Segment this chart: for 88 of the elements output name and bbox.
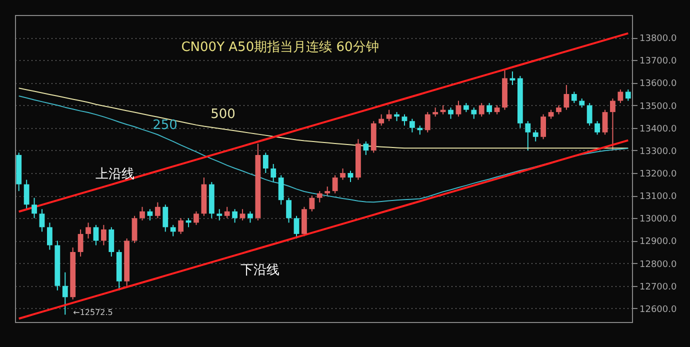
line-series (18, 139, 630, 320)
line-series (18, 96, 629, 203)
candlestick (100, 224, 106, 246)
candlestick (386, 109, 392, 122)
candlestick (294, 215, 300, 239)
candlestick (162, 204, 168, 232)
line-series (18, 88, 629, 149)
candlestick (417, 125, 423, 136)
annotation: 500 (210, 107, 236, 122)
annotation: 250 (152, 118, 178, 133)
annotation: ←12572.5 (73, 308, 113, 317)
candlestick (86, 222, 91, 239)
candlestick (178, 218, 184, 234)
candlestick (62, 272, 68, 316)
candlestick (348, 170, 354, 183)
candlestick (224, 206, 230, 219)
text: CN00Y A50期指当月连续 60分钟 (181, 40, 379, 55)
candlestick (170, 224, 176, 237)
candlestick (394, 112, 400, 122)
candlestick (216, 208, 222, 221)
y-tick-label: 13600.0 (640, 79, 677, 90)
candlestick (494, 104, 500, 115)
candlestick (147, 208, 153, 221)
candlestick (448, 107, 454, 120)
annotation: 下沿线 (240, 263, 280, 278)
candlestick (154, 202, 160, 219)
candlestick (140, 206, 145, 221)
candlestick (39, 208, 45, 232)
candlestick (594, 120, 600, 136)
candlestick (378, 114, 384, 126)
candlestick (194, 210, 199, 226)
y-tick-label: 13800.0 (640, 34, 677, 44)
candlestick (579, 98, 585, 108)
candlestick (571, 91, 577, 104)
line-series (18, 32, 630, 213)
candlestick (548, 109, 554, 120)
candlestick (32, 197, 37, 219)
candlestick (286, 197, 292, 224)
y-tick-label: 13100.0 (640, 192, 677, 202)
candlestick (316, 190, 322, 203)
candlestick (278, 174, 284, 206)
candlestick (232, 208, 238, 224)
y-tick-label: 13400.0 (640, 124, 677, 134)
candlestick (340, 168, 346, 180)
candlestick (262, 152, 268, 174)
candlestick (108, 226, 114, 258)
candlestick (424, 112, 430, 133)
candlestick (248, 210, 253, 224)
candlestick (456, 100, 462, 118)
candlestick (525, 120, 531, 151)
candlestick (510, 70, 516, 86)
candlestick (586, 102, 592, 126)
y-tick-label: 13500.0 (640, 102, 677, 112)
candlestick (409, 118, 415, 133)
y-tick-label: 12600.0 (640, 304, 677, 315)
candlestick (486, 102, 492, 115)
candlestick (556, 104, 562, 115)
candlestick (363, 140, 369, 156)
y-tick-label: 13300.0 (640, 146, 677, 157)
candlestick (471, 107, 477, 120)
y-tick-label: 12700.0 (640, 282, 677, 292)
candlestick (332, 174, 338, 194)
annotation: 上沿线 (96, 167, 134, 182)
y-tick-label: 13700.0 (640, 56, 677, 67)
candlestick (463, 102, 469, 113)
candlestick (564, 84, 570, 110)
y-tick-label: 13200.0 (640, 170, 677, 180)
candlestick (324, 186, 330, 196)
y-tick-label: 13000.0 (640, 214, 677, 225)
candlestick (309, 195, 315, 212)
y-tick-label: 12900.0 (640, 237, 677, 248)
candlestick (270, 163, 276, 183)
candlestick (402, 114, 408, 126)
candlestick (532, 130, 538, 142)
candlestick (93, 224, 99, 246)
candlestick (432, 107, 438, 118)
candlestick (132, 215, 138, 244)
y-tick-label: 12800.0 (640, 260, 677, 270)
candlestick (47, 222, 52, 250)
candlestick (78, 228, 84, 258)
candlestick (610, 98, 616, 151)
candlestick (602, 109, 608, 136)
candlestick (240, 208, 246, 221)
candlestick (625, 88, 631, 102)
candlestick (24, 179, 30, 210)
candlestick (618, 88, 624, 104)
candlestick (540, 114, 546, 140)
candlestick (478, 102, 484, 118)
